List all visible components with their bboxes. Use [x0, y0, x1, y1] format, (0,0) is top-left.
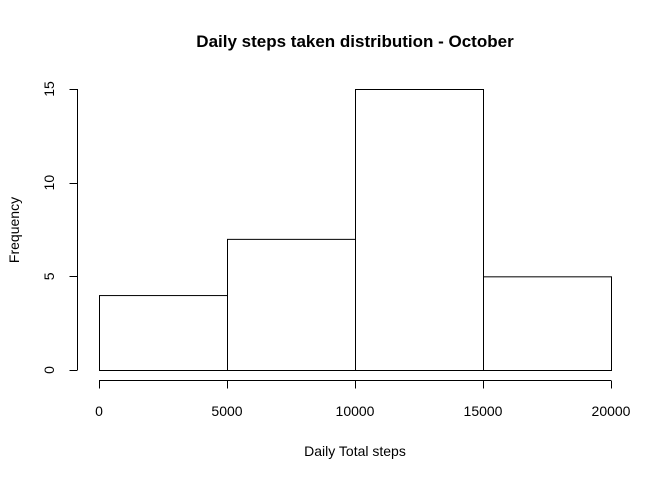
y-tick-label: 0	[41, 366, 57, 374]
bars-group	[99, 89, 612, 372]
x-tick-label: 15000	[464, 403, 503, 419]
y-axis-label: Frequency	[6, 197, 22, 263]
x-axis-label: Daily Total steps	[304, 443, 406, 459]
histogram-bar	[355, 89, 484, 371]
x-axis: 0 5000 10000 15000 20000	[95, 380, 631, 419]
histogram-bar	[227, 238, 356, 371]
x-tick-label: 5000	[211, 403, 242, 419]
y-tick-label: 15	[41, 81, 57, 97]
y-axis: 0 5 10 15	[41, 81, 78, 374]
x-tick-label: 20000	[592, 403, 631, 419]
histogram-bar	[99, 295, 228, 372]
y-tick-label: 10	[41, 175, 57, 191]
histogram-bar	[483, 276, 612, 372]
x-tick-label: 0	[95, 403, 103, 419]
y-tick-label: 5	[41, 272, 57, 280]
x-tick-label: 10000	[336, 403, 375, 419]
chart-title: Daily steps taken distribution - October	[196, 32, 514, 51]
